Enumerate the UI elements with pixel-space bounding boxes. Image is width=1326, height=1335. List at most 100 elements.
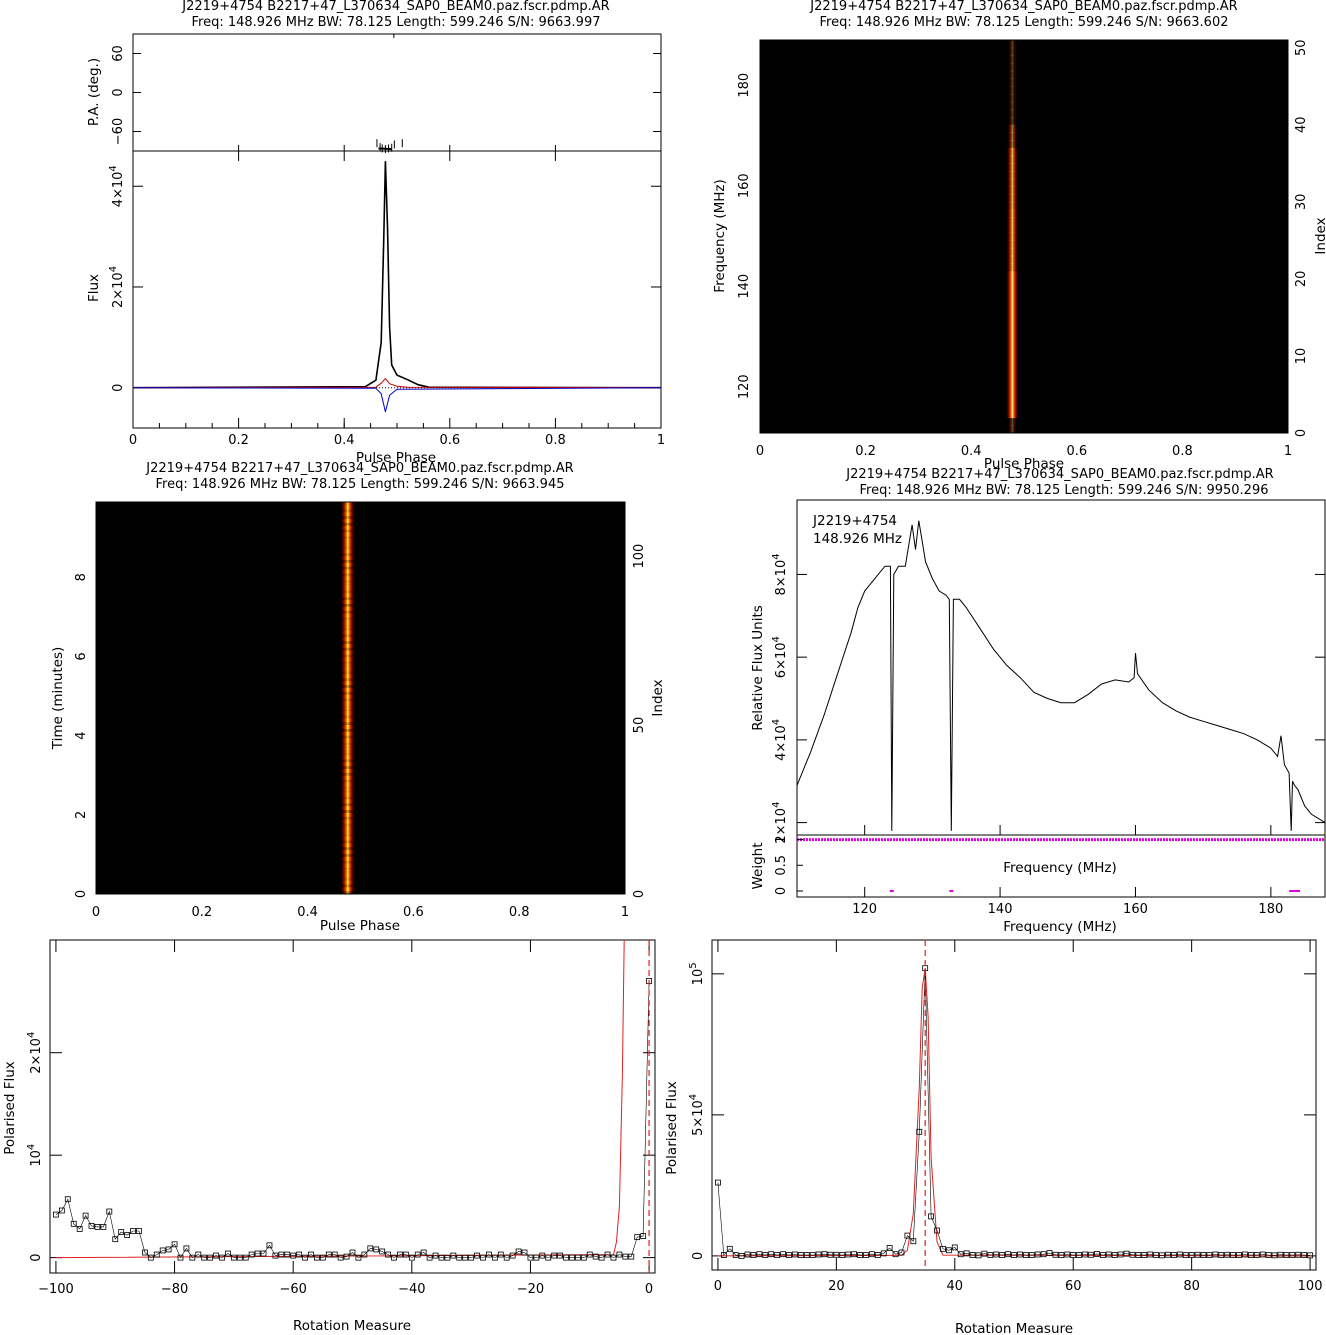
rm-negative-data-point: [242, 1254, 249, 1261]
time-phase-subint-strip: [340, 806, 355, 811]
pa-point-cluster: [378, 147, 392, 151]
time-phase-subint-strip: [340, 606, 355, 611]
rm-negative-data-point: [628, 1253, 635, 1260]
time-phase-subint-strip: [341, 772, 355, 777]
bandpass-title-line1: J2219+4754 B2217+47_L370634_SAP0_BEAM0.p…: [845, 467, 1273, 482]
freq-phase-channel-strip: [1007, 132, 1018, 141]
rm-negative-data-point: [171, 1241, 178, 1248]
rm-positive-data-point: [1159, 1252, 1165, 1259]
rm-negative-data-point: [414, 1251, 421, 1258]
freq-x-tick-label: 0.6: [1066, 444, 1087, 459]
weight-inner-x-label: Frequency (MHz): [1003, 860, 1116, 876]
rm-positive-fit-line: [717, 968, 1311, 1257]
rm-positive-data-point: [1265, 1252, 1272, 1258]
profile-series-line: [132, 161, 662, 389]
rm-negative-data-point: [420, 1249, 427, 1256]
rm-positive-x-tick-label: 0: [714, 1279, 722, 1294]
bandpass-x-tick-label: 180: [1258, 902, 1283, 917]
rm-positive-x-tick-label: 100: [1298, 1279, 1323, 1294]
profile-title-line2: Freq: 148.926 MHz BW: 78.125 Length: 599…: [191, 15, 600, 30]
rm-positive-data-point: [928, 1213, 934, 1220]
rm-positive-data-point: [1289, 1252, 1296, 1258]
freq-index-tick-label: 50: [1294, 39, 1309, 56]
rm-negative-data-point: [361, 1251, 368, 1258]
rm-negative-y-tick-label: 2×104: [26, 1032, 44, 1074]
rm-negative-data-point: [94, 1223, 101, 1230]
freq-phase-channel-strip: [1008, 93, 1017, 103]
rm-negative-data-point: [604, 1251, 611, 1258]
rm-negative-data-line: [55, 980, 650, 1259]
time-phase-subint-strip: [341, 890, 355, 895]
rm-negative-data-point: [391, 1254, 397, 1261]
time-phase-subint-strip: [340, 792, 355, 797]
time-phase-subint-strip: [341, 714, 355, 719]
rm-positive-data-point: [797, 1252, 804, 1258]
time-x-tick-label: 0.4: [297, 905, 318, 920]
freq-phase-channel-strip: [1006, 294, 1019, 303]
freq-x-tick-label: 0.4: [961, 444, 982, 459]
freq-phase-channel-strip: [1006, 255, 1018, 264]
time-phase-subint-strip: [341, 698, 355, 702]
bandpass-line: [796, 520, 1326, 831]
freq-index-axis-label: Index: [1313, 217, 1326, 254]
time-phase-subint-strip: [341, 779, 355, 783]
time-phase-subint-strip: [341, 728, 355, 733]
freq-phase-channel-strip: [1006, 348, 1019, 357]
rm-negative-data-point: [319, 1254, 326, 1261]
time-phase-subint-strip: [341, 752, 355, 756]
pa-y-tick-label: 0: [111, 88, 126, 96]
rm-negative-data-point: [367, 1245, 374, 1252]
freq-phase-channel-strip: [1006, 325, 1019, 334]
time-phase-subint-strip: [340, 542, 355, 547]
rm-positive-data-point: [750, 1252, 757, 1258]
weight-axis-label: Weight: [750, 842, 766, 889]
rm-negative-data-point: [118, 1229, 125, 1235]
time-phase-subint-strip: [341, 529, 355, 533]
rm-negative-data-point: [290, 1252, 297, 1259]
time-phase-subint-strip: [341, 627, 355, 631]
rm-negative-data-point: [349, 1249, 356, 1256]
time-phase-title-line2: Freq: 148.926 MHz BW: 78.125 Length: 599…: [155, 477, 564, 492]
rm-positive-data-point: [1165, 1251, 1171, 1258]
rm-positive-data-point: [863, 1252, 869, 1258]
rm-negative-data-point: [569, 1254, 575, 1261]
rm-positive-data-point: [963, 1250, 970, 1257]
rm-positive-data-point: [786, 1252, 792, 1258]
profile-x-tick-label: 1: [657, 433, 665, 448]
rm-positive-data-point: [851, 1251, 858, 1258]
bandpass-x-tick-label: 160: [1123, 902, 1148, 917]
rm-positive-data-point: [1028, 1252, 1035, 1258]
rm-positive-data-point: [999, 1252, 1006, 1258]
profile-plot-area: 0 0.2 0.4 0.6 0.8 1 60 0 −60 0 2×104 4×104: [108, 33, 665, 448]
rm-negative-data-point: [254, 1250, 261, 1257]
time-phase-subint-strip: [340, 576, 355, 581]
freq-x-tick-label: 1: [1284, 444, 1292, 459]
rm-negative-data-point: [314, 1254, 320, 1261]
rm-positive-data-point: [774, 1252, 781, 1258]
time-phase-subint-strip: [340, 880, 355, 885]
rm-positive-data-point: [738, 1252, 745, 1259]
rm-positive-data-point: [1129, 1251, 1136, 1258]
freq-x-tick-label: 0.8: [1172, 444, 1193, 459]
flux-y-tick-label: 0: [111, 384, 126, 392]
rm-negative-data-point: [622, 1253, 629, 1260]
rm-positive-data-point: [981, 1250, 988, 1257]
rm-negative-data-point: [539, 1252, 546, 1259]
rm-positive-data-point: [839, 1252, 846, 1258]
rm-negative-x-axis-label: Rotation Measure: [293, 1318, 411, 1334]
freq-x-tick-label: 0.2: [855, 444, 876, 459]
rm-positive-data-point: [1236, 1252, 1242, 1258]
rm-negative-data-point: [284, 1251, 291, 1258]
time-phase-subint-strip: [341, 833, 355, 838]
rm-negative-data-point: [153, 1251, 160, 1258]
flux-axis-label: Flux: [86, 274, 102, 302]
time-phase-subint-strip: [341, 809, 355, 814]
time-phase-subint-strip: [340, 731, 355, 736]
time-x-tick-label: 0.2: [191, 905, 212, 920]
rm-positive-y-tick-label: 0: [691, 1252, 706, 1260]
profile-series-line: [132, 377, 662, 389]
rm-positive-data-point: [1005, 1251, 1011, 1258]
time-phase-x-axis-label: Pulse Phase: [320, 918, 400, 934]
time-phase-subint-strip: [340, 593, 355, 598]
freq-phase-channel-strip: [1006, 371, 1019, 380]
